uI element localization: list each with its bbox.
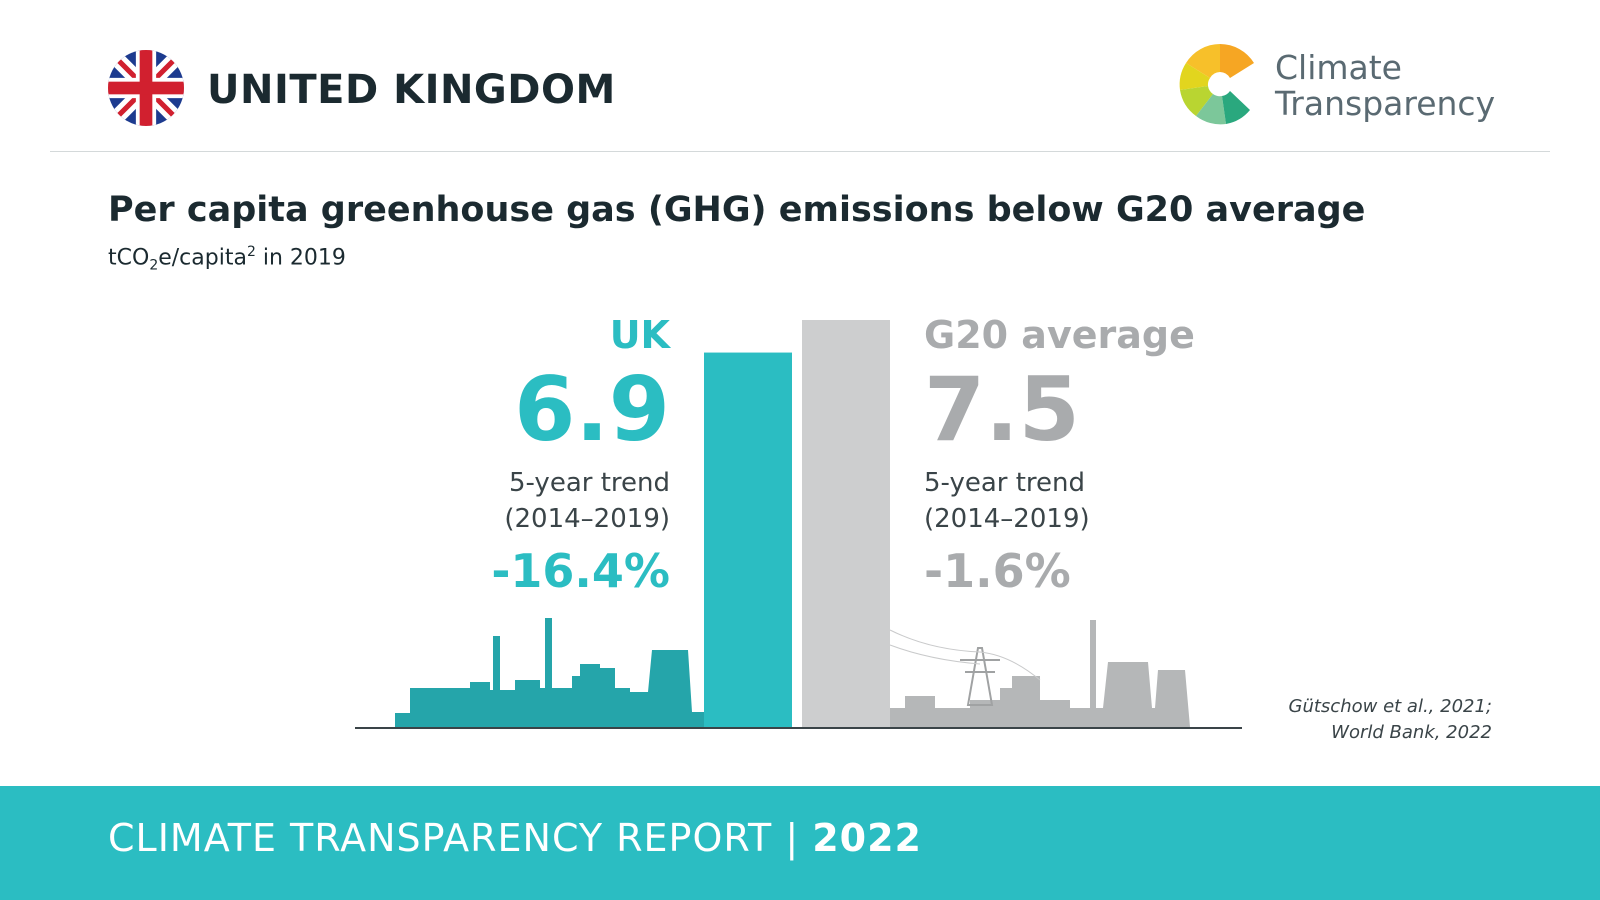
uk-trend-line1: 5-year trend [508,468,670,498]
header-divider [50,151,1550,152]
bar-g20-average [802,320,890,727]
logo-line2: Transparency [1275,84,1496,123]
footer-report-name: CLIMATE TRANSPARENCY REPORT [108,816,773,860]
subtitle-post: in 2019 [255,245,346,271]
uk-value-label: 6.9 [514,358,670,461]
source-line2: World Bank, 2022 [1331,722,1492,743]
subtitle-sub: 2 [149,257,159,274]
chart-subtitle: tCO2e/capita2 in 2019 [108,244,346,274]
g20-trend-line1: 5-year trend [924,468,1086,498]
g20-value-label: 7.5 [924,358,1080,461]
chart-title: Per capita greenhouse gas (GHG) emission… [108,190,1366,230]
footer-separator: | [772,816,813,860]
subtitle-mid: e/capita [158,245,247,271]
climate-transparency-logo-icon [1179,44,1254,125]
g20-trend-value: -1.6% [924,544,1071,598]
footer-text: CLIMATE TRANSPARENCY REPORT | 2022 [108,816,922,860]
g20-skyline-illustration [889,620,1190,727]
footer-year: 2022 [812,816,922,860]
g20-trend-line2: (2014–2019) [924,504,1090,534]
uk-flag-icon [108,50,184,126]
uk-trend-label: 5-year trend (2014–2019) [504,465,670,537]
g20-category-label: G20 average [924,313,1195,357]
uk-category-label: UK [609,313,670,357]
country-title: UNITED KINGDOM [207,67,616,113]
bar-uk [704,352,792,727]
logo-line1: Climate [1275,48,1402,87]
subtitle-sup: 2 [246,244,256,260]
logo-text: Climate Transparency [1275,50,1495,122]
uk-trend-line2: (2014–2019) [504,504,670,534]
bar-chart [355,320,1242,729]
uk-trend-value: -16.4% [491,544,670,598]
g20-trend-label: 5-year trend (2014–2019) [924,465,1090,537]
subtitle-pre: tCO [108,245,150,271]
source-line1: Gütschow et al., 2021; [1288,696,1492,717]
uk-skyline-illustration [395,618,704,727]
footer-banner: CLIMATE TRANSPARENCY REPORT | 2022 [0,786,1600,900]
source-note: Gütschow et al., 2021; World Bank, 2022 [1289,694,1492,746]
